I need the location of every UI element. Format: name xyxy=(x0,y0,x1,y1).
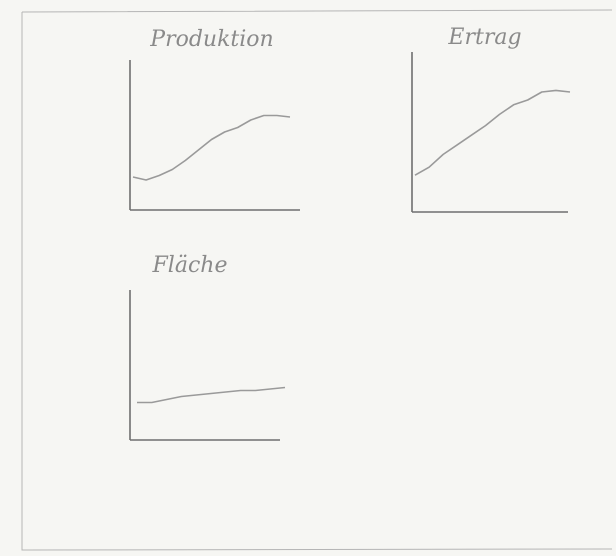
data-line xyxy=(137,386,286,404)
paper-frame xyxy=(21,9,613,551)
data-line xyxy=(132,114,291,181)
chart-title: Produktion xyxy=(149,27,273,52)
chart-title: Fläche xyxy=(152,253,228,278)
chart-title: Ertrag xyxy=(447,25,521,50)
data-line xyxy=(414,89,571,176)
